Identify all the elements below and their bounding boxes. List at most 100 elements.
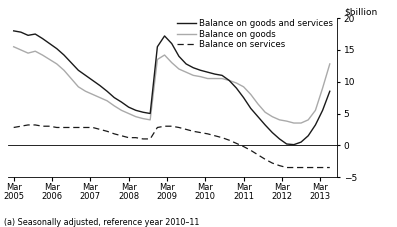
Balance on goods (263, 111, 268, 114)
Balance on goods (54, 63, 59, 65)
Line: Balance on services: Balance on services (13, 125, 330, 168)
Balance on goods (33, 50, 38, 53)
Balance on goods (83, 90, 88, 93)
Balance on goods and services (328, 90, 332, 93)
Balance on goods and services (83, 74, 88, 77)
Balance on goods (256, 103, 260, 105)
Balance on services (54, 126, 59, 129)
Balance on goods (328, 63, 332, 65)
Balance on services (76, 126, 81, 129)
Balance on services (249, 149, 253, 152)
Balance on goods (170, 61, 174, 64)
Line: Balance on goods and services: Balance on goods and services (13, 31, 330, 145)
Balance on goods and services (148, 112, 152, 115)
Balance on goods and services (256, 115, 260, 118)
Balance on services (205, 133, 210, 135)
Balance on goods (112, 104, 117, 107)
Balance on services (284, 166, 289, 169)
Balance on services (198, 131, 203, 134)
Balance on goods and services (47, 42, 52, 45)
Balance on services (306, 166, 310, 169)
Balance on services (241, 145, 246, 148)
Balance on goods (270, 115, 275, 118)
Balance on goods (291, 122, 296, 124)
Balance on goods and services (170, 42, 174, 45)
Balance on services (126, 136, 131, 139)
Balance on goods and services (162, 35, 167, 37)
Balance on services (11, 126, 16, 129)
Balance on goods and services (105, 90, 110, 93)
Balance on goods and services (33, 33, 38, 35)
Balance on services (299, 166, 303, 169)
Balance on services (320, 166, 325, 169)
Balance on goods and services (126, 106, 131, 109)
Balance on services (98, 128, 102, 131)
Balance on goods (126, 112, 131, 115)
Balance on goods (277, 118, 282, 121)
Balance on goods and services (19, 31, 23, 34)
Balance on services (256, 153, 260, 156)
Balance on goods (249, 93, 253, 96)
Balance on services (184, 128, 189, 131)
Balance on goods and services (320, 109, 325, 112)
Balance on services (47, 125, 52, 128)
Balance on goods (19, 49, 23, 51)
Balance on goods (241, 85, 246, 88)
Balance on goods (141, 117, 145, 120)
Balance on services (155, 126, 160, 129)
Balance on goods and services (91, 79, 95, 82)
Balance on goods (40, 54, 45, 56)
Balance on goods and services (220, 74, 224, 77)
Balance on goods (177, 68, 181, 70)
Balance on goods and services (270, 131, 275, 134)
Balance on goods and services (98, 84, 102, 87)
Balance on goods and services (133, 109, 138, 112)
Balance on goods (191, 74, 196, 77)
Balance on services (270, 162, 275, 164)
Balance on services (148, 138, 152, 140)
Balance on goods and services (54, 47, 59, 50)
Balance on goods and services (241, 96, 246, 99)
Balance on goods and services (263, 123, 268, 126)
Balance on goods and services (40, 37, 45, 40)
Balance on goods (220, 77, 224, 80)
Balance on goods and services (284, 143, 289, 145)
Balance on services (227, 139, 231, 142)
Balance on services (220, 136, 224, 139)
Balance on goods and services (277, 138, 282, 140)
Balance on services (112, 133, 117, 135)
Balance on goods (119, 109, 124, 112)
Balance on goods (26, 52, 31, 54)
Balance on goods and services (11, 30, 16, 32)
Balance on services (328, 166, 332, 169)
Balance on goods (76, 85, 81, 88)
Balance on goods (11, 45, 16, 48)
Balance on services (263, 158, 268, 161)
Legend: Balance on goods and services, Balance on goods, Balance on services: Balance on goods and services, Balance o… (177, 19, 333, 49)
Balance on services (313, 166, 318, 169)
Balance on goods and services (26, 34, 31, 37)
Balance on goods (162, 54, 167, 56)
Balance on goods and services (306, 134, 310, 137)
Balance on goods (313, 109, 318, 112)
Balance on services (141, 138, 145, 140)
Balance on services (177, 126, 181, 129)
Balance on goods (205, 77, 210, 80)
Balance on goods and services (69, 61, 73, 64)
Balance on services (69, 126, 73, 129)
Balance on goods and services (191, 66, 196, 69)
Balance on services (62, 126, 66, 129)
Balance on goods and services (291, 143, 296, 146)
Text: (a) Seasonally adjusted, reference year 2010–11: (a) Seasonally adjusted, reference year … (4, 218, 199, 227)
Balance on goods and services (112, 96, 117, 99)
Balance on services (91, 126, 95, 129)
Balance on goods and services (198, 69, 203, 72)
Balance on goods and services (141, 111, 145, 114)
Balance on goods and services (119, 101, 124, 104)
Balance on goods and services (234, 87, 239, 89)
Balance on goods (105, 99, 110, 102)
Balance on services (83, 126, 88, 129)
Balance on services (119, 134, 124, 137)
Balance on goods (306, 118, 310, 121)
Balance on goods and services (76, 69, 81, 72)
